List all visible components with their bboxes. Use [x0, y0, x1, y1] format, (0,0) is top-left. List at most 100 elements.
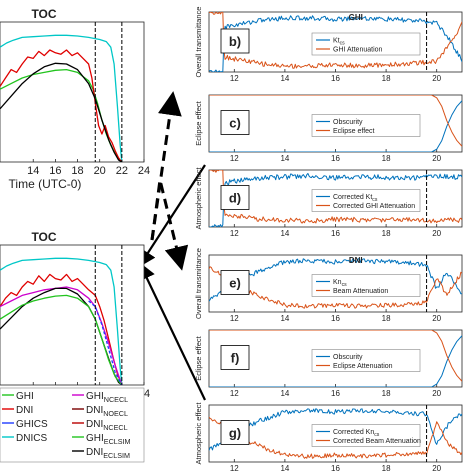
x-tick-label: 14 — [280, 389, 289, 398]
y-axis-label: Atmospheric effect — [194, 402, 203, 465]
legend-entry-main: Kt — [333, 38, 340, 45]
legend-entry: Corrected GHI Attenuation — [333, 203, 415, 210]
x-tick-label: 20 — [94, 165, 106, 177]
chart-title: GHI — [349, 13, 363, 22]
legend-entry: DNI — [16, 405, 33, 416]
legend-box — [311, 274, 421, 297]
legend-entry-sub: cs — [340, 41, 346, 47]
series-line-corrected-ghi-attenuation — [209, 170, 462, 224]
x-tick-label: 18 — [382, 229, 391, 238]
legend-entry-main: Eclipse effect — [333, 128, 375, 135]
legend-entry-sub: NCECL — [103, 423, 127, 432]
series-line-corrected-kn-cs — [209, 408, 462, 451]
series-line-ghics — [0, 34, 123, 162]
legend-entry-sub: cs — [374, 432, 380, 438]
series-line-corrected-kt-cs — [209, 173, 462, 227]
series-line-dnics — [0, 62, 123, 162]
legend-box — [311, 114, 421, 137]
y-axis-label: Overall transmittance — [194, 7, 203, 78]
x-tick-label: 20 — [432, 74, 441, 83]
x-tick-label: 20 — [432, 229, 441, 238]
legend-entry: Corrected Beam Attenuation — [333, 438, 421, 445]
legend-entry-main: Corrected Beam Attenuation — [333, 438, 421, 445]
legend-entry-main: GHI — [86, 433, 104, 444]
legend-entry: GHICS — [16, 419, 48, 430]
x-tick-label: 14 — [280, 154, 289, 163]
legend-entry-main: GHI Attenuation — [333, 47, 383, 54]
series-line-dnics — [0, 257, 123, 385]
x-tick-label: 14 — [27, 165, 39, 177]
y-axis-label: Eclipse effect — [194, 100, 203, 145]
chart-title: DNI — [349, 256, 363, 265]
x-tick-label: 18 — [382, 464, 391, 473]
x-tick-label: 12 — [230, 389, 239, 398]
legend-entry: DNICS — [16, 433, 47, 444]
chart-title: TOC — [31, 230, 56, 244]
y-axis-label: Atmospheric effect — [194, 167, 203, 230]
series-line-kt-cs — [209, 15, 462, 72]
panel-d: 12 14 16 18 20 Atmospheric effect d) Corrected … — [194, 167, 463, 238]
legend-entry-main: Eclipse Attenuation — [333, 363, 393, 370]
panel-label: f) — [231, 351, 240, 366]
series-line-dni — [0, 49, 123, 162]
legend-entry-main: Corrected GHI Attenuation — [333, 203, 415, 210]
legend-entry-main: Obscurity — [333, 119, 363, 126]
y-axis-label: Overall transmittance — [194, 248, 203, 319]
legend-entry: Corrected Kncs — [333, 429, 380, 438]
series-line-kn-cs — [209, 258, 462, 302]
series-group — [209, 258, 462, 309]
x-tick-label: 12 — [230, 464, 239, 473]
x-tick-label: 12 — [230, 154, 239, 163]
x-tick-label: 20 — [432, 389, 441, 398]
series-line-ghi-attenuation — [209, 12, 462, 69]
legend-entry-main: DNI — [86, 447, 103, 458]
x-tick-label: 12 — [230, 314, 239, 323]
x-tick-label: 18 — [382, 74, 391, 83]
legend-entry-main: DNICS — [16, 433, 47, 444]
legend-entry-main: Kn — [333, 279, 342, 286]
panel-f: 12 14 16 18 20 Eclipse effect f) Obscurity Eclip… — [194, 329, 463, 398]
legend-entry-main: Beam Attenuation — [333, 288, 388, 295]
plot-frame — [0, 21, 145, 163]
x-tick-label: 20 — [432, 154, 441, 163]
panel-g: 1214161820Time (UTC-0)Atmospheric effect… — [194, 402, 463, 473]
legend-entry: Ktcs — [333, 38, 345, 47]
series-group — [209, 330, 462, 387]
x-tick-label: 16 — [331, 229, 340, 238]
panel-b: 12 14 16 18 20 GHI Overall transmittance b) Ktcs… — [194, 7, 463, 83]
x-tick-label: 14 — [280, 314, 289, 323]
panel-label: e) — [229, 276, 241, 291]
x-tick-label: 18 — [71, 165, 83, 177]
legend-entry: DNINOECL — [86, 405, 128, 418]
x-tick-label: 20 — [432, 464, 441, 473]
legend-entry-main: Corrected Kt — [333, 194, 372, 201]
x-tick-label: 18 — [382, 389, 391, 398]
panel-label-box — [220, 420, 250, 445]
x-tick-label: 16 — [331, 74, 340, 83]
legend-box — [311, 189, 421, 212]
series-group — [209, 170, 462, 227]
series-line-eclipse-attenuation — [209, 330, 462, 382]
panel-left-top: 14 16 18 20 22 24 TOC Time (UTC-0) — [0, 7, 150, 191]
legend-entry: Eclipse Attenuation — [333, 363, 393, 370]
series-line-ghi-ncecl — [0, 286, 123, 385]
legend-box — [311, 32, 421, 56]
series-line-obscurity — [209, 335, 462, 387]
x-tick-label: 14 — [280, 464, 289, 473]
legend-entry: Corrected Ktcs — [333, 194, 378, 203]
series-group — [209, 408, 462, 459]
x-tick-label: 16 — [331, 389, 340, 398]
panel-c: 12 14 16 18 20 Eclipse effect c) Obscurity Eclip… — [194, 94, 463, 163]
dashed-arrow-down — [150, 179, 189, 271]
legend-entry: Eclipse effect — [333, 128, 375, 135]
legend-entry-main: Corrected Kn — [333, 429, 374, 436]
series-group — [209, 12, 462, 72]
chart-title: TOC — [31, 7, 56, 21]
solid-arrow-from-g — [138, 262, 206, 401]
panel-label-box — [220, 110, 250, 135]
legend-entry-sub: NOECL — [103, 409, 128, 418]
legend-entry-sub: ECLSIM — [103, 451, 130, 460]
legend-entry-main: GHI — [16, 391, 34, 402]
y-axis-label: Eclipse effect — [194, 335, 203, 380]
